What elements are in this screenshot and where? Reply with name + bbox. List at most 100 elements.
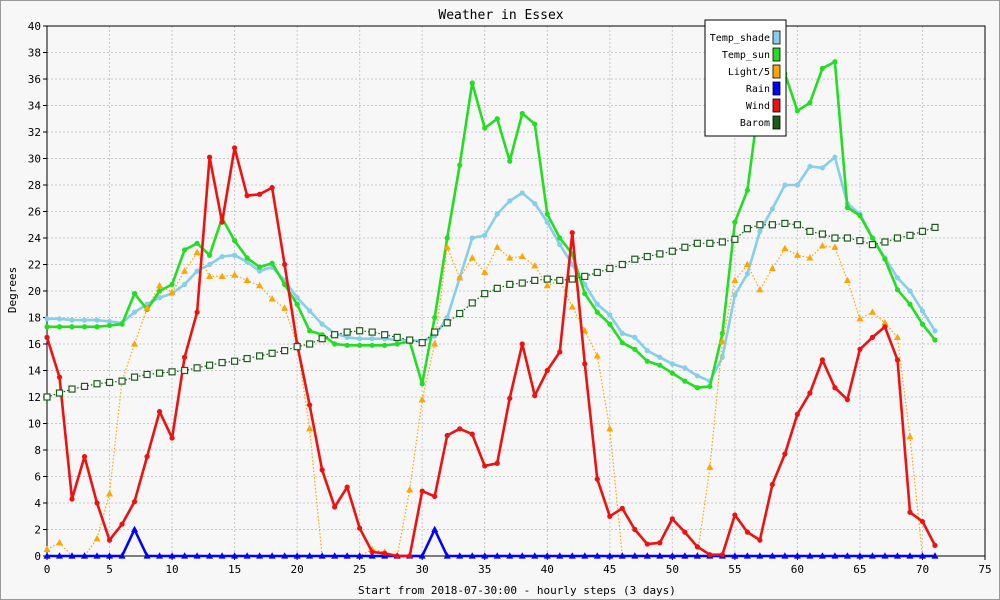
legend: Temp_shade Temp_sun Light/5 Rain Wind Barom xyxy=(704,19,787,137)
y-tick-label: 24 xyxy=(28,232,42,245)
data-point-wind xyxy=(757,537,763,543)
data-point-barom xyxy=(343,328,351,336)
legend-label-barom: Barom xyxy=(740,118,770,129)
data-point-barom xyxy=(381,331,389,339)
y-tick-label: 26 xyxy=(28,206,41,219)
data-point-barom xyxy=(68,385,76,393)
series-temp-sun xyxy=(44,57,938,391)
data-point-light-5 xyxy=(443,243,451,250)
data-point-barom xyxy=(618,260,626,269)
data-point-temp-sun xyxy=(582,291,588,297)
legend-label-rain: Rain xyxy=(746,84,770,95)
data-point-rain xyxy=(893,552,901,559)
data-point-light-5 xyxy=(868,308,876,315)
data-point-barom xyxy=(756,221,764,229)
data-point-rain xyxy=(281,552,289,559)
data-point-temp-sun xyxy=(607,321,613,327)
y-tick-label: 18 xyxy=(28,312,41,325)
data-point-wind xyxy=(507,395,513,401)
y-tick-label: 28 xyxy=(28,179,41,192)
data-point-rain xyxy=(868,552,876,559)
y-tick-label: 2 xyxy=(34,524,41,537)
data-point-wind xyxy=(819,357,826,363)
data-point-light-5 xyxy=(131,340,139,347)
x-tick-label: 55 xyxy=(728,563,741,576)
data-point-temp-sun xyxy=(844,204,851,211)
data-point-wind xyxy=(582,361,588,367)
data-point-temp-sun xyxy=(807,100,813,106)
data-point-rain xyxy=(793,552,801,559)
data-point-rain xyxy=(468,552,476,559)
data-point-temp-sun xyxy=(557,235,563,241)
data-point-temp-shade xyxy=(294,295,300,301)
y-tick-label: 10 xyxy=(28,418,41,431)
data-point-temp-sun xyxy=(644,358,650,364)
data-point-temp-sun xyxy=(732,219,738,225)
data-point-temp-sun xyxy=(244,255,250,261)
data-point-rain xyxy=(818,552,826,559)
data-point-rain xyxy=(606,552,614,559)
data-point-wind xyxy=(907,509,913,515)
data-point-light-5 xyxy=(756,285,764,293)
data-point-rain xyxy=(156,552,164,559)
data-point-temp-sun xyxy=(432,314,438,321)
data-point-wind xyxy=(632,526,638,533)
data-point-wind xyxy=(432,493,438,499)
series-group xyxy=(43,57,939,559)
data-point-rain xyxy=(831,552,839,559)
data-point-light-5 xyxy=(806,254,814,261)
data-point-barom xyxy=(193,364,201,372)
data-point-rain xyxy=(931,552,939,559)
data-point-barom xyxy=(393,333,401,341)
x-tick-label: 35 xyxy=(478,563,491,576)
data-point-temp-sun xyxy=(81,324,88,330)
data-point-rain xyxy=(93,552,101,559)
data-point-light-5 xyxy=(268,295,276,302)
data-point-barom xyxy=(656,250,664,258)
data-point-barom xyxy=(906,231,914,239)
data-point-wind xyxy=(494,460,500,466)
data-point-wind xyxy=(332,504,338,510)
data-point-barom xyxy=(818,230,827,238)
data-point-rain xyxy=(306,552,314,559)
data-point-temp-sun xyxy=(619,340,625,346)
data-point-light-5 xyxy=(718,337,726,344)
data-point-temp-sun xyxy=(682,378,688,384)
data-point-light-5 xyxy=(431,340,439,347)
x-axis-label: Start from 2018-07-30:00 - hourly steps … xyxy=(358,584,676,597)
data-point-temp-shade xyxy=(244,259,250,265)
data-point-wind xyxy=(844,397,851,403)
data-point-light-5 xyxy=(493,243,501,250)
data-point-barom xyxy=(606,264,614,273)
data-point-temp-shade xyxy=(607,312,613,318)
data-point-temp-shade xyxy=(919,308,926,314)
data-point-rain xyxy=(643,552,651,559)
data-point-temp-sun xyxy=(194,240,200,246)
data-point-barom xyxy=(743,225,751,233)
data-point-barom xyxy=(180,366,189,375)
data-point-wind xyxy=(106,537,113,543)
chart-title: Weather in Essex xyxy=(438,8,563,23)
data-point-temp-shade xyxy=(532,200,538,207)
y-tick-label: 12 xyxy=(28,391,41,404)
data-point-light-5 xyxy=(468,254,476,261)
data-point-wind xyxy=(156,408,163,415)
data-point-temp-shade xyxy=(507,198,513,204)
data-point-light-5 xyxy=(406,485,414,493)
data-point-barom xyxy=(318,335,326,343)
legend-box xyxy=(704,19,787,137)
data-point-light-5 xyxy=(506,254,514,261)
data-point-temp-sun xyxy=(894,287,901,293)
data-point-wind xyxy=(94,500,100,506)
y-tick-label: 38 xyxy=(28,47,41,60)
x-tick-label: 65 xyxy=(853,563,866,576)
data-point-wind xyxy=(482,463,488,469)
data-point-wind xyxy=(769,481,775,488)
data-point-temp-sun xyxy=(156,288,163,294)
data-point-temp-sun xyxy=(444,235,450,241)
data-point-rain xyxy=(231,552,239,559)
data-point-temp-sun xyxy=(494,116,500,122)
